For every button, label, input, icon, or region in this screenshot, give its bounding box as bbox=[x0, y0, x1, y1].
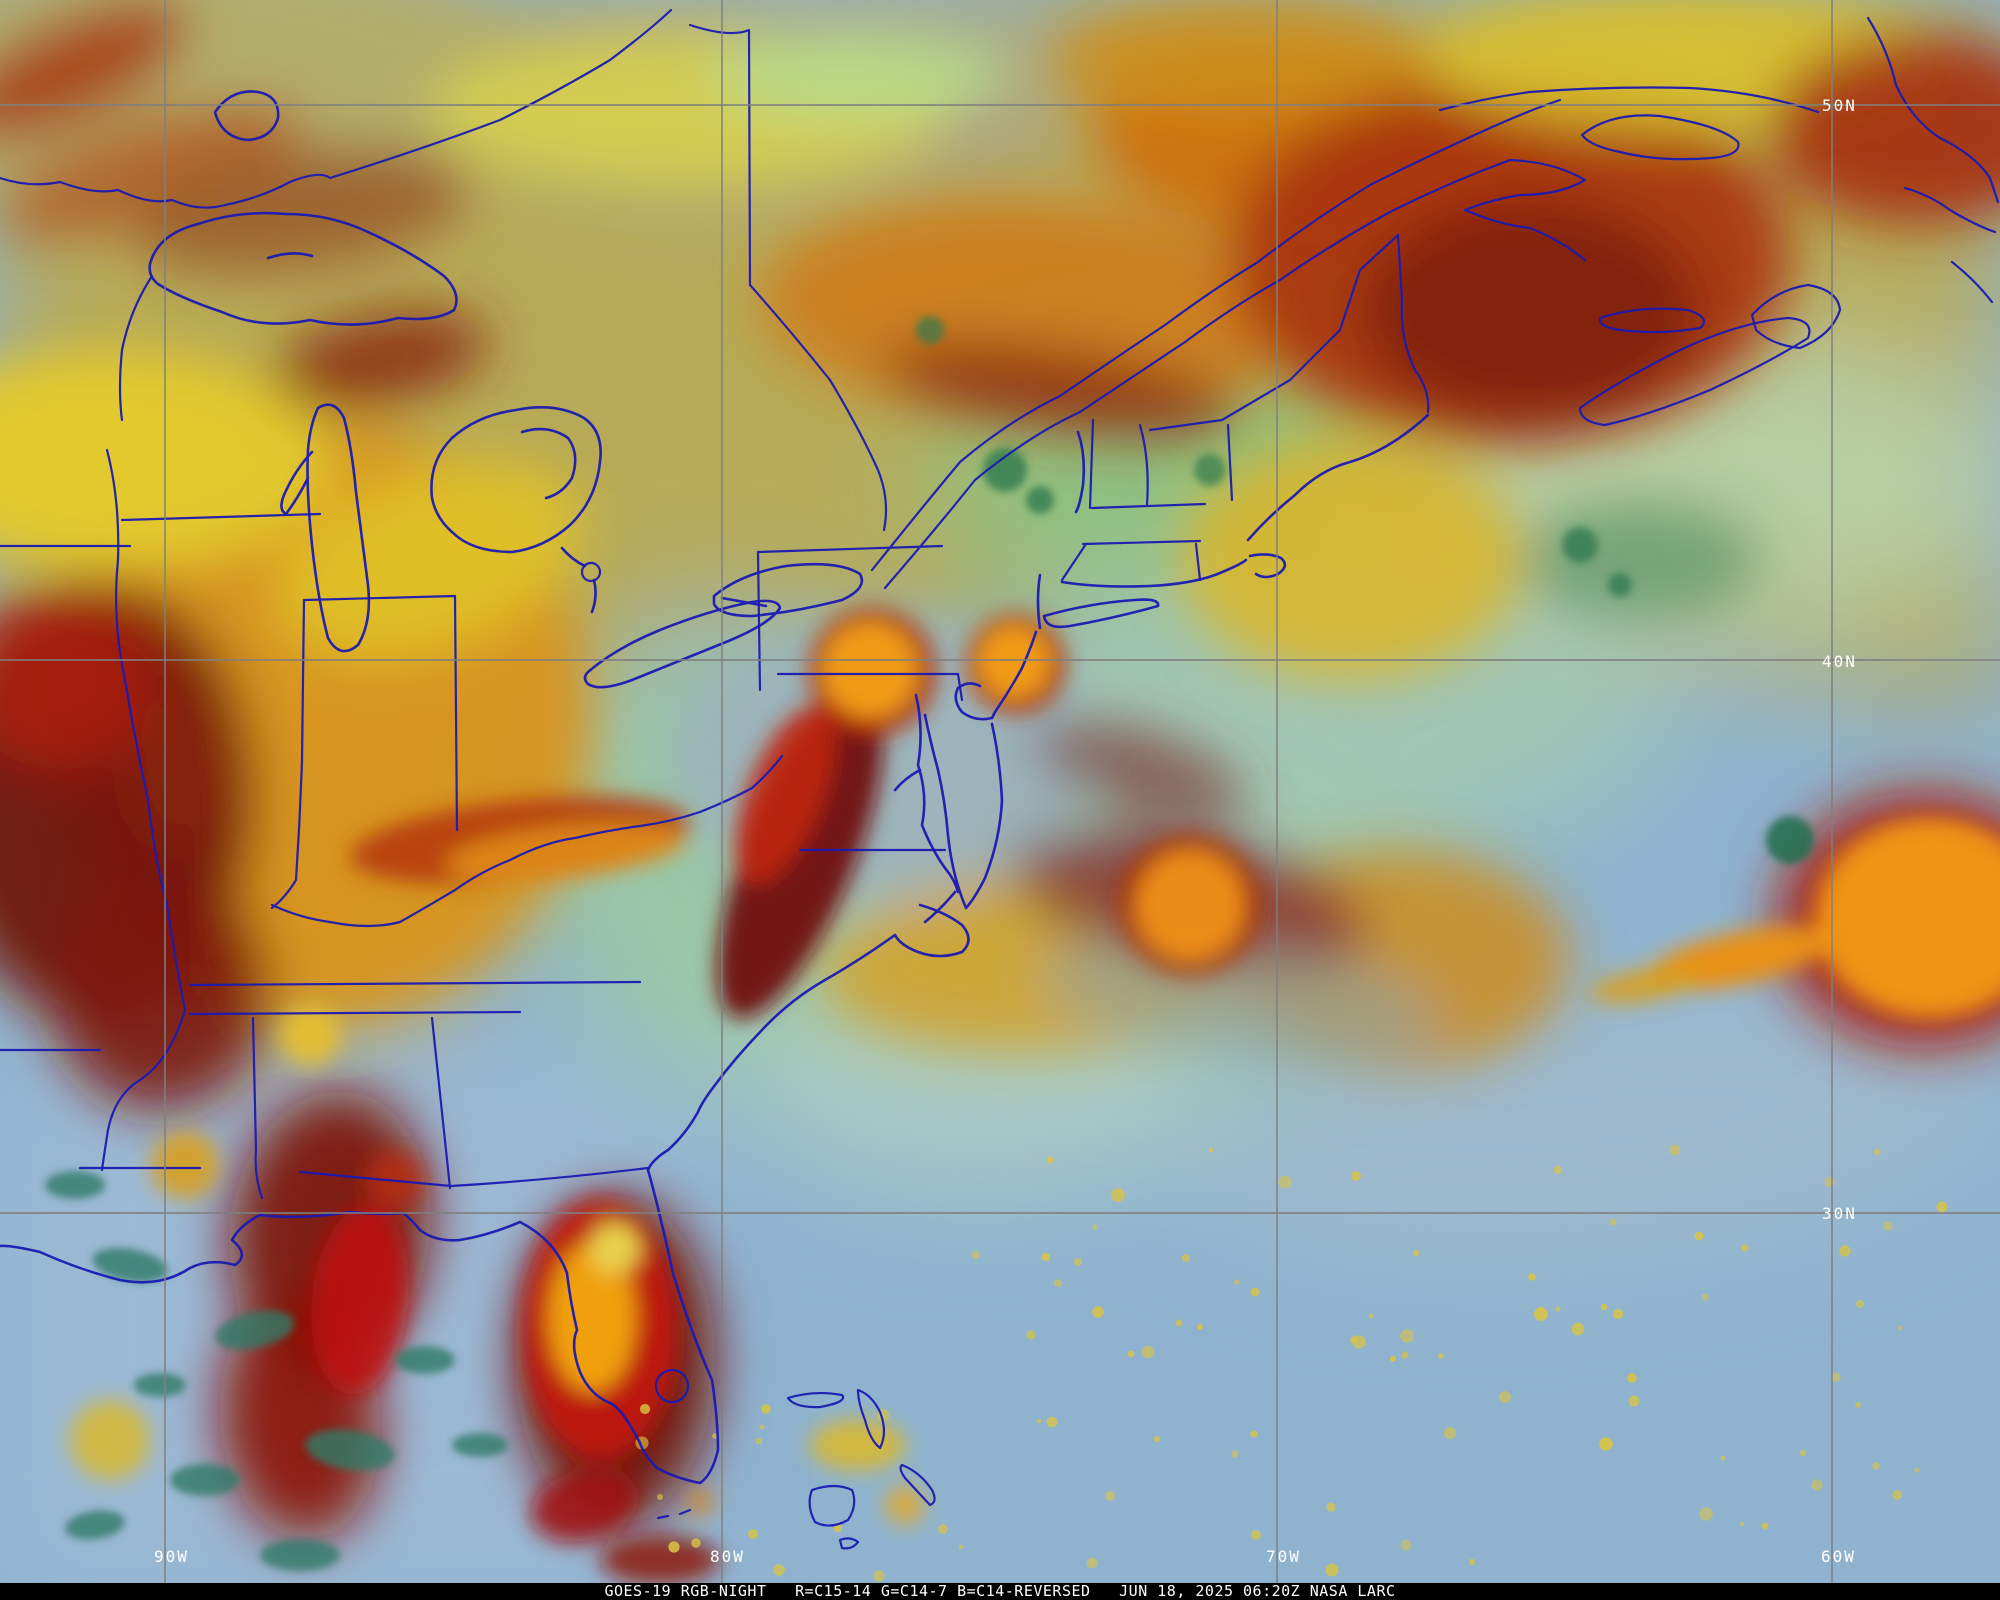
latitude-label-30n: 30N bbox=[1822, 1204, 1857, 1223]
state-borders bbox=[0, 8, 1820, 1200]
cloud-core-layer bbox=[70, 608, 2000, 1585]
latlon-labels: 50N 40N 30N 90W 80W 70W 60W bbox=[154, 96, 1857, 1566]
great-lakes-outlines bbox=[148, 90, 1086, 689]
longitude-label-60w: 60W bbox=[1821, 1547, 1856, 1566]
lake-okeechobee-outline bbox=[654, 1368, 690, 1404]
ocean-yellow-speckles bbox=[635, 1144, 1948, 1582]
caption-text: GOES-19 RGB-NIGHT R=C15-14 G=C14-7 B=C14… bbox=[604, 1582, 1396, 1600]
latitude-label-40n: 40N bbox=[1822, 652, 1857, 671]
caption-bar: GOES-19 RGB-NIGHT R=C15-14 G=C14-7 B=C14… bbox=[0, 1583, 2000, 1600]
islands-and-maritimes bbox=[656, 16, 2000, 1550]
atlantic-gulf-coastline bbox=[0, 413, 1430, 1485]
longitude-label-90w: 90W bbox=[154, 1547, 189, 1566]
longitude-label-80w: 80W bbox=[710, 1547, 745, 1566]
longitude-label-70w: 70W bbox=[1266, 1547, 1301, 1566]
lake-st-clair-outline bbox=[580, 561, 602, 583]
map-borders bbox=[0, 8, 2000, 1550]
latitude-label-50n: 50N bbox=[1822, 96, 1857, 115]
speckle-layer bbox=[45, 316, 1814, 1571]
